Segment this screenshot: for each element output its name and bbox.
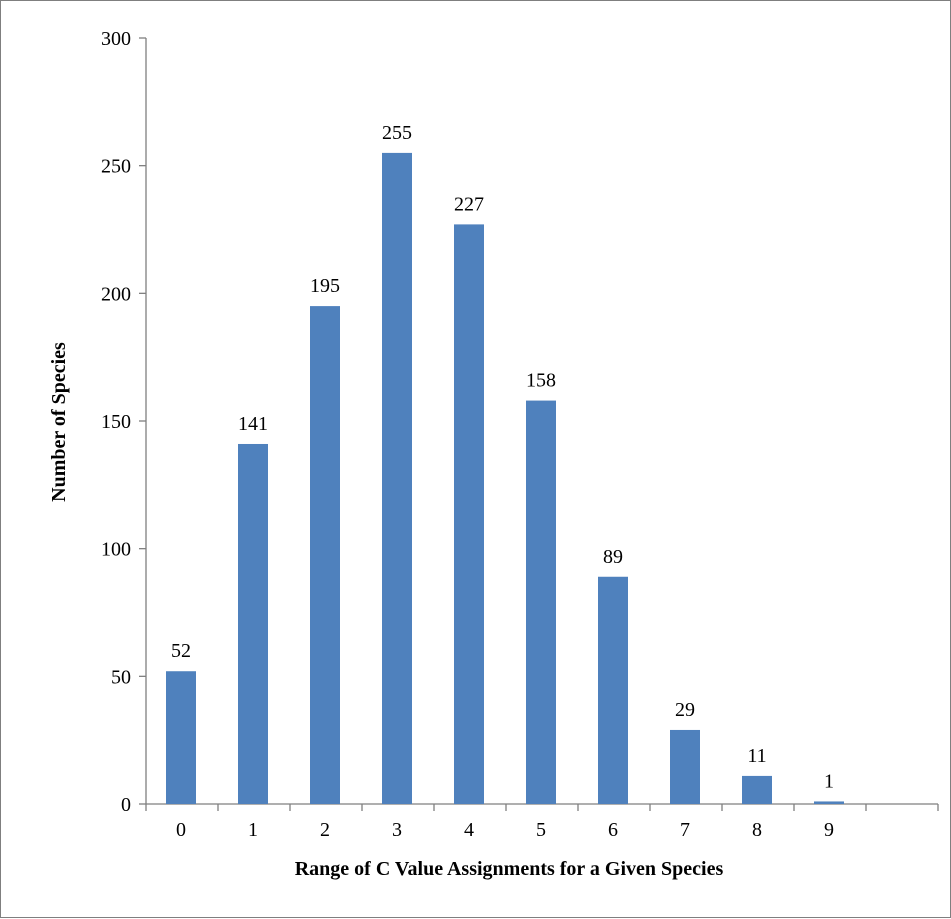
y-tick-label: 150 (101, 411, 131, 433)
bar-value-label: 255 (382, 122, 412, 144)
bar-value-label: 29 (675, 699, 695, 721)
bar (814, 801, 844, 804)
bars (166, 152, 844, 805)
x-tick-label: 8 (752, 819, 762, 841)
x-tick-label: 0 (176, 819, 186, 841)
bar-value-label: 1 (824, 770, 834, 792)
bar (526, 400, 556, 804)
x-tick-label: 7 (680, 819, 690, 841)
bar (598, 576, 628, 804)
x-tick-label: 5 (536, 819, 546, 841)
bar-value-label: 141 (238, 413, 268, 435)
bar-value-label: 11 (747, 745, 766, 767)
x-tick-label: 1 (248, 819, 258, 841)
bar-value-label: 227 (454, 193, 484, 215)
bar-value-label: 52 (171, 640, 191, 662)
y-tick-label: 50 (111, 666, 131, 688)
bar (382, 152, 412, 804)
x-axis: 0 1 2 3 4 5 6 7 8 9 (145, 803, 939, 841)
bar (670, 729, 700, 804)
bar (454, 224, 484, 805)
x-axis-title: Range of C Value Assignments for a Given… (295, 858, 724, 880)
x-tick-label: 9 (824, 819, 834, 841)
bar-value-label: 158 (526, 370, 556, 392)
bar-value-label: 195 (310, 275, 340, 297)
y-tick-label: 200 (101, 283, 131, 305)
y-tick-label: 0 (121, 794, 131, 816)
bar-value-label: 89 (603, 546, 623, 568)
x-tick-label: 3 (392, 819, 402, 841)
bar (166, 671, 196, 804)
bar (310, 306, 340, 804)
y-tick-label: 300 (101, 28, 131, 50)
y-tick-label: 250 (101, 156, 131, 178)
y-axis: 0 50 100 150 200 250 300 (101, 28, 147, 816)
y-axis-title: Number of Species (48, 342, 70, 502)
x-tick-label: 2 (320, 819, 330, 841)
y-tick-label: 100 (101, 539, 131, 561)
bar (742, 775, 772, 804)
x-tick-label: 4 (464, 819, 474, 841)
x-tick-label: 6 (608, 819, 618, 841)
bar (238, 443, 268, 804)
